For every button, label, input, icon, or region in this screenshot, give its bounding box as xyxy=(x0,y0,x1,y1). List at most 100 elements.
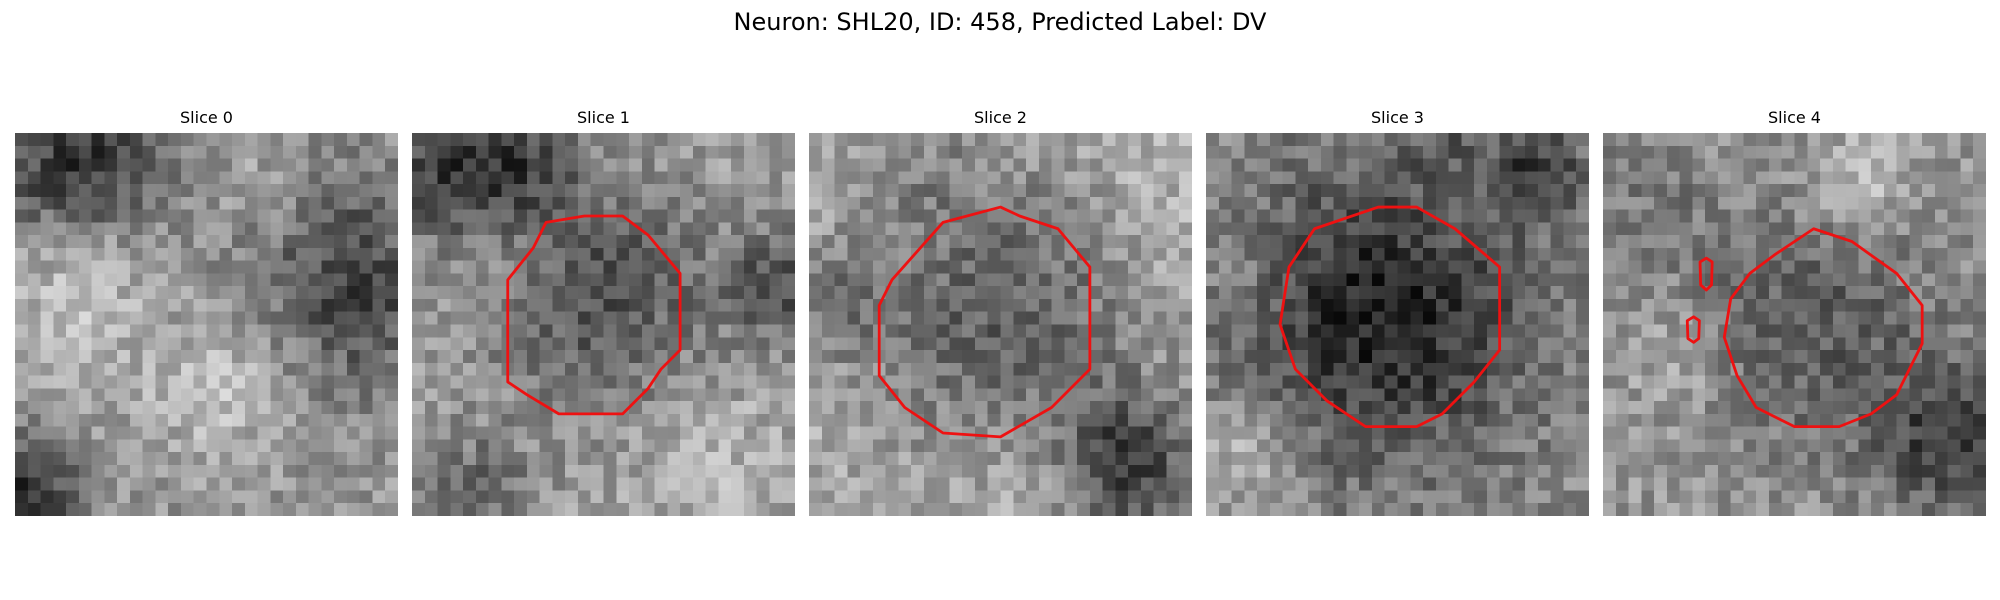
pixel xyxy=(219,145,233,159)
pixel xyxy=(1525,235,1539,249)
pixel xyxy=(1115,477,1129,491)
pixel xyxy=(718,247,732,261)
pixel xyxy=(616,477,630,491)
pixel xyxy=(1128,184,1142,198)
pixel xyxy=(1922,209,1936,223)
pixel xyxy=(1474,209,1488,223)
pixel xyxy=(898,158,912,172)
pixel xyxy=(1845,503,1859,516)
pixel xyxy=(756,196,770,210)
pixel xyxy=(641,209,655,223)
pixel xyxy=(27,477,41,491)
pixel xyxy=(1628,375,1642,389)
pixel xyxy=(1883,503,1897,516)
pixel xyxy=(437,477,451,491)
pixel xyxy=(1525,158,1539,172)
pixel xyxy=(1845,247,1859,261)
pixel xyxy=(577,222,591,236)
pixel xyxy=(1947,184,1961,198)
pixel xyxy=(1692,171,1706,185)
pixel xyxy=(821,260,835,274)
pixel xyxy=(539,133,553,147)
pixel xyxy=(577,235,591,249)
pixel xyxy=(1115,273,1129,287)
pixel xyxy=(1947,362,1961,376)
pixel xyxy=(616,503,630,516)
pixel xyxy=(949,324,963,338)
pixel xyxy=(488,209,502,223)
pixel xyxy=(15,464,29,478)
pixel xyxy=(206,209,220,223)
pixel xyxy=(475,439,489,453)
pixel xyxy=(206,490,220,504)
pixel xyxy=(40,477,54,491)
pixel xyxy=(1397,158,1411,172)
pixel xyxy=(1692,247,1706,261)
pixel xyxy=(769,235,783,249)
pixel xyxy=(450,413,464,427)
pixel xyxy=(680,311,694,325)
pixel xyxy=(1832,337,1846,351)
pixel xyxy=(1140,247,1154,261)
pixel xyxy=(15,388,29,402)
pixel xyxy=(911,350,925,364)
pixel xyxy=(308,133,322,147)
pixel xyxy=(667,324,681,338)
pixel xyxy=(821,350,835,364)
pixel xyxy=(1346,222,1360,236)
pixel xyxy=(219,362,233,376)
pixel xyxy=(1115,464,1129,478)
pixel xyxy=(1537,401,1551,415)
pixel xyxy=(1269,426,1283,440)
pixel xyxy=(898,286,912,300)
pixel xyxy=(27,247,41,261)
pixel xyxy=(1102,247,1116,261)
pixel xyxy=(821,464,835,478)
pixel xyxy=(1269,337,1283,351)
pixel xyxy=(1832,464,1846,478)
pixel xyxy=(1038,490,1052,504)
pixel xyxy=(641,184,655,198)
pixel xyxy=(1615,298,1629,312)
pixel xyxy=(372,298,386,312)
pixel xyxy=(270,490,284,504)
pixel xyxy=(346,388,360,402)
pixel xyxy=(1947,350,1961,364)
pixel xyxy=(232,145,246,159)
pixel xyxy=(1064,260,1078,274)
pixel xyxy=(1896,247,1910,261)
pixel xyxy=(1282,145,1296,159)
pixel xyxy=(1257,298,1271,312)
pixel xyxy=(1115,350,1129,364)
pixel xyxy=(514,298,528,312)
pixel xyxy=(987,133,1001,147)
pixel xyxy=(1550,439,1564,453)
pixel xyxy=(1705,464,1719,478)
pixel xyxy=(257,145,271,159)
pixel xyxy=(526,184,540,198)
pixel xyxy=(104,311,118,325)
pixel xyxy=(1832,413,1846,427)
pixel xyxy=(1794,298,1808,312)
pixel xyxy=(78,260,92,274)
pixel xyxy=(78,158,92,172)
pixel xyxy=(1153,362,1167,376)
pixel xyxy=(1794,286,1808,300)
pixel xyxy=(1768,222,1782,236)
pixel xyxy=(590,375,604,389)
pixel xyxy=(1947,401,1961,415)
pixel xyxy=(40,490,54,504)
pixel xyxy=(1140,145,1154,159)
pixel xyxy=(1206,439,1220,453)
pixel xyxy=(974,145,988,159)
pixel xyxy=(1960,133,1974,147)
pixel xyxy=(1308,401,1322,415)
pixel xyxy=(654,324,668,338)
pixel xyxy=(155,426,169,440)
pixel xyxy=(1858,490,1872,504)
pixel xyxy=(1781,350,1795,364)
pixel xyxy=(1320,273,1334,287)
pixel xyxy=(1922,362,1936,376)
pixel xyxy=(346,477,360,491)
pixel xyxy=(117,375,131,389)
